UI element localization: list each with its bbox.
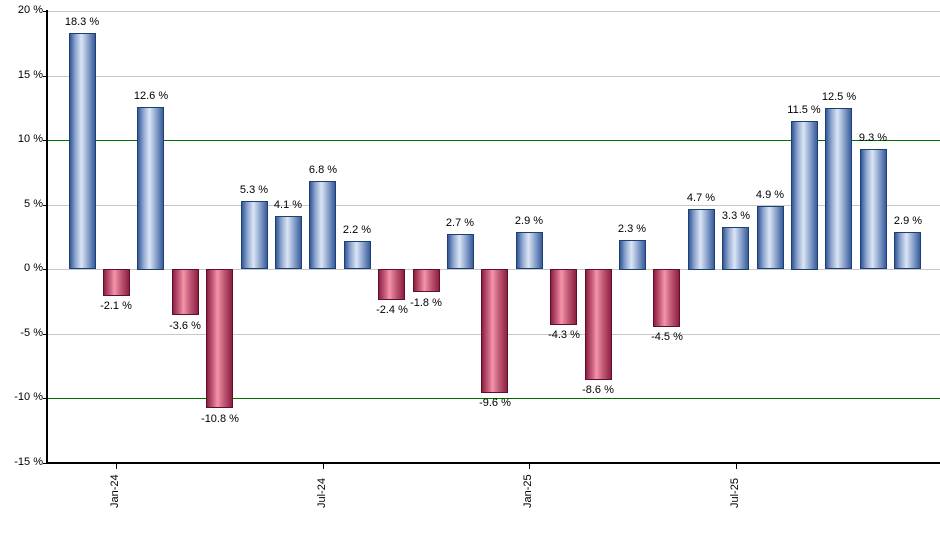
bar-Oct-25 (825, 108, 852, 269)
y-axis-label: 20 % (17, 4, 43, 16)
bar-Apr-24 (206, 269, 233, 408)
y-axis-line (46, 10, 48, 464)
bar-Oct-24 (413, 269, 440, 292)
x-axis-label: Jul-24 (316, 478, 328, 508)
bar-Feb-25 (550, 269, 577, 325)
bar-value-label: 11.5 % (787, 104, 821, 116)
bar-value-label: -8.6 % (582, 384, 614, 396)
x-axis-tick (116, 464, 117, 469)
bar-value-label: 2.9 % (514, 215, 544, 227)
y-axis-label: -15 % (14, 456, 43, 468)
bar-value-label: 4.9 % (755, 189, 785, 201)
gridline (48, 76, 940, 77)
bar-value-label: 3.3 % (721, 210, 751, 222)
x-axis-tick (529, 464, 530, 469)
y-axis-tick (43, 205, 48, 206)
y-axis-label: 10 % (17, 133, 43, 145)
bar-Jul-25 (722, 227, 749, 270)
y-axis-tick (43, 11, 48, 12)
bar-value-label: -1.8 % (410, 297, 442, 309)
bar-value-label: 12.5 % (821, 91, 857, 103)
gridline (48, 205, 940, 206)
y-axis-tick (43, 269, 48, 270)
y-axis-tick (43, 140, 48, 141)
bar-Aug-25 (757, 206, 784, 269)
x-axis-tick (736, 464, 737, 469)
y-axis-tick (43, 76, 48, 77)
y-axis-tick (43, 334, 48, 335)
bar-May-24 (241, 201, 268, 269)
bar-value-label: 12.6 % (133, 90, 169, 102)
x-axis-label: Jul-25 (729, 478, 741, 508)
y-axis-label: 5 % (24, 198, 43, 210)
bar-May-25 (653, 269, 680, 327)
bar-Jun-25 (688, 209, 715, 270)
bar-value-label: 18.3 % (64, 16, 100, 28)
bar-Jan-25 (516, 232, 543, 269)
bar-Sep-25 (791, 121, 818, 270)
bar-Dec-25 (894, 232, 921, 269)
bar-value-label: -4.3 % (548, 329, 580, 341)
bar-value-label: 4.7 % (686, 192, 716, 204)
bar-value-label: -2.1 % (100, 300, 132, 312)
bar-value-label: -4.5 % (651, 331, 683, 343)
y-axis-tick (43, 398, 48, 399)
bar-Nov-24 (447, 234, 474, 269)
bar-Jan-24 (103, 269, 130, 296)
x-axis-tick (323, 464, 324, 469)
x-axis-label: Jan-25 (522, 474, 534, 508)
y-axis-tick (43, 463, 48, 464)
bar-value-label: -3.6 % (169, 320, 201, 332)
bar-Dec-24 (481, 269, 508, 393)
bar-Jun-24 (275, 216, 302, 269)
bar-value-label: 6.8 % (308, 164, 338, 176)
bar-Sep-24 (378, 269, 405, 300)
bar-Mar-24 (172, 269, 199, 315)
y-axis-label: -5 % (20, 327, 43, 339)
bar-Nov-25 (860, 149, 887, 269)
bar-value-label: 9.3 % (858, 132, 888, 144)
bar-Aug-24 (344, 241, 371, 269)
bar-value-label: -2.4 % (376, 304, 408, 316)
y-axis-label: -10 % (14, 391, 43, 403)
y-axis-label: 0 % (24, 262, 43, 274)
bar-value-label: 5.3 % (239, 184, 269, 196)
bar-Feb-24 (137, 107, 164, 270)
x-axis-label: Jan-24 (109, 474, 121, 508)
bar-value-label: 2.3 % (617, 223, 647, 235)
x-axis-line (46, 462, 940, 464)
y-axis-label: 15 % (17, 69, 43, 81)
bar-value-label: 2.2 % (342, 224, 372, 236)
bar-value-label: -10.8 % (201, 413, 239, 425)
gridline (48, 11, 940, 12)
bar-value-label: 4.1 % (273, 199, 303, 211)
bar-value-label: 2.9 % (893, 215, 923, 227)
bar-Mar-25 (585, 269, 612, 380)
bar-value-label: 2.7 % (445, 217, 475, 229)
bar-Jul-24 (309, 181, 336, 269)
reference-line (48, 140, 940, 141)
bar-Apr-25 (619, 240, 646, 270)
reference-line (48, 398, 940, 399)
bar-Dec-23 (69, 33, 96, 269)
bar-value-label: -9.6 % (479, 397, 511, 409)
